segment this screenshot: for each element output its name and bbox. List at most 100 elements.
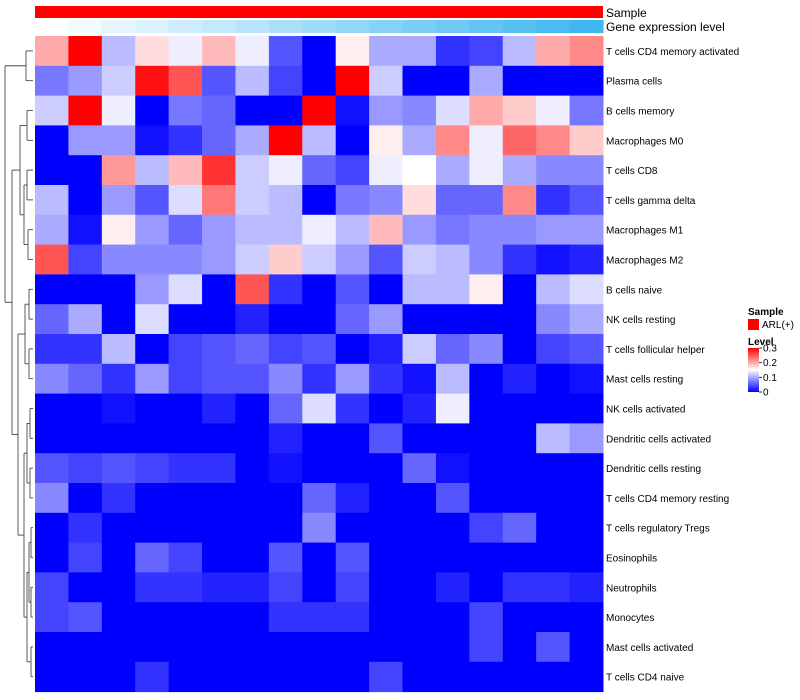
heatmap-cell [268, 36, 303, 67]
heatmap-cell [302, 304, 337, 335]
heatmap-cell [168, 393, 203, 424]
heatmap-cell [335, 393, 370, 424]
heatmap-cell [101, 125, 136, 156]
heatmap-cell [569, 274, 604, 305]
heatmap-cell [335, 483, 370, 514]
heatmap-cell [135, 185, 170, 216]
heatmap-cell [502, 65, 537, 97]
expression-track-cell [268, 20, 303, 33]
heatmap-cell [101, 602, 136, 633]
heatmap-cell [101, 155, 136, 186]
heatmap-cell [402, 304, 437, 335]
heatmap-cell [268, 214, 303, 246]
heatmap-cell [536, 393, 571, 424]
heatmap-cell [335, 423, 370, 454]
heatmap-cell [302, 155, 337, 186]
heatmap-cell [235, 95, 270, 126]
heatmap-cell [68, 542, 103, 573]
heatmap-cell [202, 483, 236, 514]
heatmap-cell [569, 602, 604, 633]
heatmap-cell [435, 423, 470, 454]
row-label: T cells CD4 memory activated [606, 47, 739, 58]
heatmap-cell [435, 483, 470, 514]
heatmap-cell [469, 36, 504, 67]
heatmap-cell [502, 125, 537, 156]
heatmap-cell [35, 393, 69, 424]
heatmap-cell [536, 244, 571, 275]
heatmap-cell [268, 125, 303, 156]
heatmap-cell [202, 363, 236, 395]
heatmap-cell [68, 632, 103, 663]
heatmap-cell [569, 334, 604, 365]
heatmap-cell [302, 512, 337, 544]
row-label: T cells CD4 memory resting [606, 494, 729, 505]
heatmap-cell [168, 214, 203, 246]
heatmap-cell [536, 661, 571, 693]
heatmap-cell [502, 155, 537, 186]
heatmap-cell [302, 632, 337, 663]
heatmap-cell [369, 512, 404, 544]
heatmap-cell [235, 602, 270, 633]
heatmap-cell [536, 36, 571, 67]
heatmap-cell [502, 244, 537, 275]
heatmap-cell [335, 363, 370, 395]
expression-track-cell [302, 20, 337, 33]
heatmap-cell [202, 155, 236, 186]
heatmap-cell [435, 661, 470, 693]
heatmap-cell [168, 36, 203, 67]
heatmap-cell [135, 363, 170, 395]
heatmap-cell [369, 155, 404, 186]
heatmap-cell [569, 304, 604, 335]
heatmap-cell [335, 274, 370, 305]
heatmap-cell [68, 602, 103, 633]
heatmap-cell [435, 542, 470, 573]
expression-track-cell [469, 20, 504, 33]
heatmap-cell [302, 36, 337, 67]
heatmap-cell [68, 334, 103, 365]
sample-track-label: Sample [606, 6, 647, 20]
heatmap-cell [435, 572, 470, 603]
heatmap-cell [235, 661, 270, 693]
heatmap-cell [68, 453, 103, 484]
heatmap-cell [469, 512, 504, 544]
heatmap-cell [502, 602, 537, 633]
heatmap-cell [202, 185, 236, 216]
heatmap-cell [469, 363, 504, 395]
heatmap-cell [402, 393, 437, 424]
heatmap-cell [168, 661, 203, 693]
heatmap-cell [335, 65, 370, 97]
heatmap-cell [35, 423, 69, 454]
heatmap-cell [402, 512, 437, 544]
heatmap-cell [135, 334, 170, 365]
heatmap-cell [302, 483, 337, 514]
heatmap-cell [469, 632, 504, 663]
heatmap-cell [168, 572, 203, 603]
legend-tick-label: 0.2 [763, 358, 777, 369]
legend-tick-label: 0 [763, 388, 769, 399]
heatmap-cell [569, 423, 604, 454]
heatmap-cell [469, 185, 504, 216]
heatmap-cell [68, 214, 103, 246]
heatmap-cell [469, 453, 504, 484]
heatmap-cell [369, 334, 404, 365]
heatmap-cell [569, 393, 604, 424]
heatmap-cell [502, 304, 537, 335]
heatmap-cell [536, 304, 571, 335]
heatmap-cell [235, 125, 270, 156]
heatmap-cell [469, 155, 504, 186]
heatmap-cell [101, 512, 136, 544]
heatmap-cell [502, 393, 537, 424]
heatmap-cell [435, 334, 470, 365]
heatmap-cell [168, 602, 203, 633]
heatmap-cell [402, 65, 437, 97]
heatmap-cell [369, 185, 404, 216]
heatmap-cell [35, 453, 69, 484]
heatmap-cell [101, 632, 136, 663]
heatmap-cell [502, 572, 537, 603]
row-label: T cells CD8 [606, 166, 658, 177]
heatmap-cell [101, 483, 136, 514]
heatmap-cell [35, 602, 69, 633]
heatmap-cell [469, 304, 504, 335]
heatmap-cell [335, 512, 370, 544]
heatmap-cell [235, 155, 270, 186]
